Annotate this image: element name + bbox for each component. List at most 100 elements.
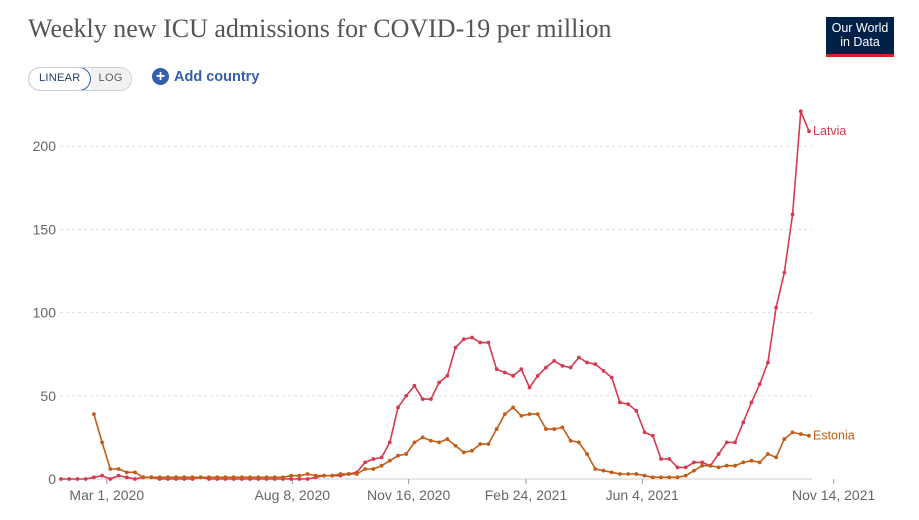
data-point[interactable] [363, 467, 368, 471]
data-point[interactable] [305, 472, 310, 476]
data-point[interactable] [182, 475, 187, 480]
data-point[interactable] [165, 475, 170, 480]
data-point[interactable] [716, 452, 721, 456]
data-point[interactable] [724, 463, 729, 468]
data-point[interactable] [478, 340, 483, 345]
data-point[interactable] [716, 465, 721, 470]
data-point[interactable] [494, 367, 499, 372]
data-point[interactable] [675, 465, 680, 470]
data-point[interactable] [527, 412, 532, 417]
data-point[interactable] [535, 412, 540, 417]
data-point[interactable] [198, 475, 203, 480]
data-point[interactable] [157, 475, 162, 480]
data-point[interactable] [766, 452, 770, 456]
data-point[interactable] [124, 475, 129, 480]
data-point[interactable] [412, 440, 417, 445]
linear-scale-button[interactable]: LINEAR [28, 68, 91, 90]
data-point[interactable] [667, 475, 672, 480]
data-point[interactable] [782, 270, 787, 275]
data-point[interactable] [757, 382, 762, 387]
data-point[interactable] [461, 450, 466, 455]
data-point[interactable] [445, 373, 450, 378]
data-point[interactable] [313, 473, 318, 478]
data-point[interactable] [585, 452, 589, 456]
data-point[interactable] [609, 470, 614, 475]
data-point[interactable] [404, 452, 409, 456]
data-point[interactable] [708, 463, 713, 468]
data-point[interactable] [396, 453, 400, 458]
data-point[interactable] [445, 437, 450, 441]
data-point[interactable] [239, 475, 244, 480]
data-point[interactable] [511, 373, 515, 378]
data-point[interactable] [207, 475, 211, 480]
data-point[interactable] [568, 365, 573, 370]
data-point[interactable] [174, 475, 178, 480]
data-point[interactable] [502, 370, 507, 375]
data-point[interactable] [642, 430, 647, 435]
data-point[interactable] [330, 473, 335, 478]
data-point[interactable] [412, 383, 417, 388]
data-point[interactable] [683, 465, 688, 470]
data-point[interactable] [675, 475, 680, 480]
data-point[interactable] [519, 413, 524, 418]
data-point[interactable] [757, 460, 762, 465]
data-point[interactable] [683, 473, 688, 478]
data-point[interactable] [387, 458, 392, 463]
data-point[interactable] [626, 402, 631, 407]
data-point[interactable] [774, 305, 779, 310]
data-point[interactable] [659, 475, 663, 480]
data-point[interactable] [461, 337, 466, 342]
data-point[interactable] [560, 425, 565, 430]
data-point[interactable] [511, 405, 515, 410]
data-point[interactable] [585, 360, 589, 365]
data-point[interactable] [116, 467, 121, 471]
data-point[interactable] [133, 477, 137, 481]
data-point[interactable] [190, 475, 195, 480]
data-point[interactable] [782, 437, 787, 441]
data-point[interactable] [437, 380, 442, 385]
data-point[interactable] [798, 432, 803, 436]
data-point[interactable] [807, 433, 811, 438]
data-point[interactable] [618, 472, 622, 476]
data-point[interactable] [83, 477, 88, 481]
data-point[interactable] [305, 477, 310, 481]
data-point[interactable] [363, 460, 368, 465]
data-point[interactable] [642, 473, 647, 478]
series-estonia[interactable]: Estonia [91, 405, 855, 480]
data-point[interactable] [453, 345, 458, 350]
series-latvia[interactable]: Latvia [59, 109, 846, 481]
data-point[interactable] [437, 440, 442, 445]
data-point[interactable] [396, 405, 400, 410]
data-point[interactable] [371, 457, 376, 461]
data-point[interactable] [272, 475, 277, 480]
add-country-button[interactable]: + Add country [152, 68, 259, 85]
data-point[interactable] [338, 472, 343, 476]
data-point[interactable] [749, 400, 754, 405]
data-point[interactable] [650, 433, 655, 438]
data-point[interactable] [108, 467, 113, 471]
data-point[interactable] [733, 463, 737, 468]
data-point[interactable] [618, 400, 622, 405]
data-point[interactable] [560, 363, 565, 368]
data-point[interactable] [141, 475, 146, 480]
data-point[interactable] [133, 470, 137, 475]
data-point[interactable] [494, 427, 499, 431]
data-point[interactable] [289, 477, 294, 481]
data-point[interactable] [297, 477, 302, 481]
data-point[interactable] [346, 472, 351, 476]
data-point[interactable] [379, 455, 384, 460]
data-point[interactable] [601, 368, 606, 373]
data-point[interactable] [59, 477, 63, 481]
data-point[interactable] [355, 472, 359, 476]
data-point[interactable] [519, 367, 524, 372]
data-point[interactable] [116, 473, 121, 478]
data-point[interactable] [544, 427, 548, 431]
data-point[interactable] [576, 355, 581, 360]
data-point[interactable] [601, 468, 606, 473]
data-point[interactable] [552, 427, 557, 431]
data-point[interactable] [790, 430, 795, 435]
data-point[interactable] [733, 440, 737, 445]
data-point[interactable] [420, 397, 425, 402]
data-point[interactable] [75, 477, 80, 481]
data-point[interactable] [552, 358, 557, 363]
